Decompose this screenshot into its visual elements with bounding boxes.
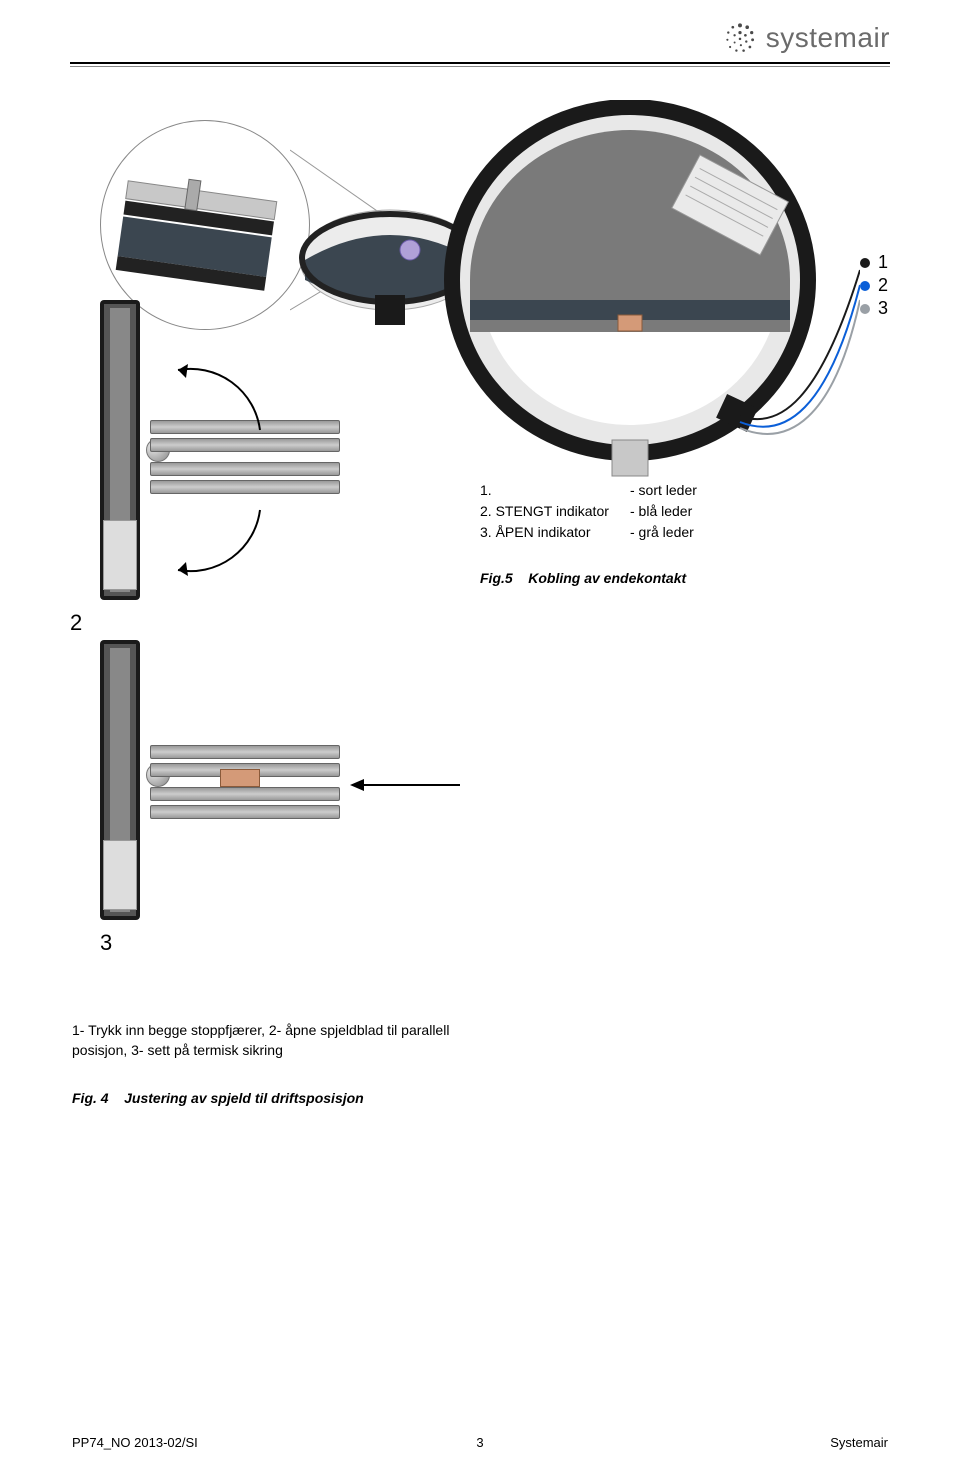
header-rule (70, 62, 890, 64)
arc-arrow-top (160, 340, 280, 460)
blade-2d (150, 805, 340, 819)
wire-label-2: 2 (860, 275, 920, 296)
header-rule-thin (70, 66, 890, 67)
arc-arrow-bottom (160, 490, 280, 610)
wire-number-labels: 1 2 3 (860, 250, 920, 321)
footer-right: Systemair (830, 1435, 888, 1450)
legend-desc-3: - grå leder (630, 522, 694, 543)
legend-key-1: 1. (480, 480, 630, 501)
wire-dot-2 (860, 281, 870, 291)
legend-row-2: 2. STENGT indikator - blå leder (480, 501, 697, 522)
wire-label-1: 1 (860, 252, 920, 273)
wire-label-3: 3 (860, 298, 920, 319)
blade-2c (150, 787, 340, 801)
vertical-damper-step1 (100, 300, 140, 600)
fig4-text: Justering av spjeld til driftsposisjon (124, 1090, 364, 1106)
brand-name: systemair (766, 22, 890, 54)
page-header: systemair (722, 20, 890, 56)
blade-2a (150, 745, 340, 759)
wire-legend: 1. - sort leder 2. STENGT indikator - bl… (480, 480, 697, 543)
figure4-body-text: 1- Trykk inn begge stoppfjærer, 2- åpne … (72, 1020, 472, 1061)
legend-desc-1: - sort leder (630, 480, 697, 501)
blade-1c (150, 462, 340, 476)
legend-row-3: 3. ÅPEN indikator - grå leder (480, 522, 697, 543)
wire-dot-1 (860, 258, 870, 268)
footer-left: PP74_NO 2013-02/SI (72, 1435, 198, 1450)
horizontal-arrow-icon (350, 775, 460, 795)
step-label-3: 3 (100, 930, 112, 956)
footer-page-number: 3 (476, 1435, 483, 1450)
figure4-caption: Fig. 4 Justering av spjeld til driftspos… (72, 1090, 364, 1106)
fig5-text: Kobling av endekontakt (528, 570, 686, 586)
legend-key-2: 2. STENGT indikator (480, 501, 630, 522)
legend-key-3: 3. ÅPEN indikator (480, 522, 630, 543)
systemair-logo-icon (722, 20, 758, 56)
wire-num-3: 3 (878, 298, 888, 319)
nameplate-2 (103, 840, 137, 910)
fig4-num: Fig. 4 (72, 1090, 109, 1106)
legend-row-1: 1. - sort leder (480, 480, 697, 501)
step-label-2: 2 (70, 610, 82, 636)
wire-num-2: 2 (878, 275, 888, 296)
figure4-region: 2 3 (70, 300, 490, 1200)
wire-num-1: 1 (878, 252, 888, 273)
nameplate-1 (103, 520, 137, 590)
thermal-fuse-icon (220, 769, 260, 787)
legend-desc-2: - blå leder (630, 501, 692, 522)
wire-dot-3 (860, 304, 870, 314)
figure5-caption: Fig.5 Kobling av endekontakt (480, 570, 686, 586)
vertical-damper-step2 (100, 640, 140, 920)
damper-main-render (440, 100, 820, 460)
